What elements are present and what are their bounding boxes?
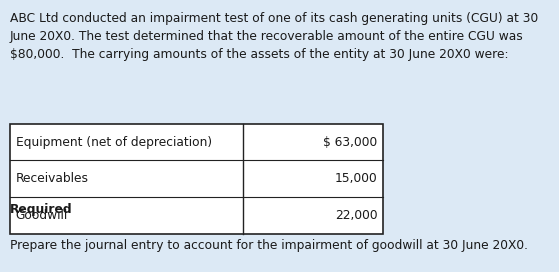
Text: $ 63,000: $ 63,000 — [323, 136, 377, 149]
Bar — [10, 124, 383, 234]
Text: Prepare the journal entry to account for the impairment of goodwill at 30 June 2: Prepare the journal entry to account for… — [10, 239, 528, 252]
Text: Goodwill: Goodwill — [16, 209, 68, 222]
Text: ABC Ltd conducted an impairment test of one of its cash generating units (CGU) a: ABC Ltd conducted an impairment test of … — [10, 12, 538, 61]
Text: 15,000: 15,000 — [335, 172, 377, 185]
Text: Receivables: Receivables — [16, 172, 89, 185]
Text: Required: Required — [10, 203, 73, 216]
Text: 22,000: 22,000 — [335, 209, 377, 222]
Text: Equipment (net of depreciation): Equipment (net of depreciation) — [16, 136, 212, 149]
